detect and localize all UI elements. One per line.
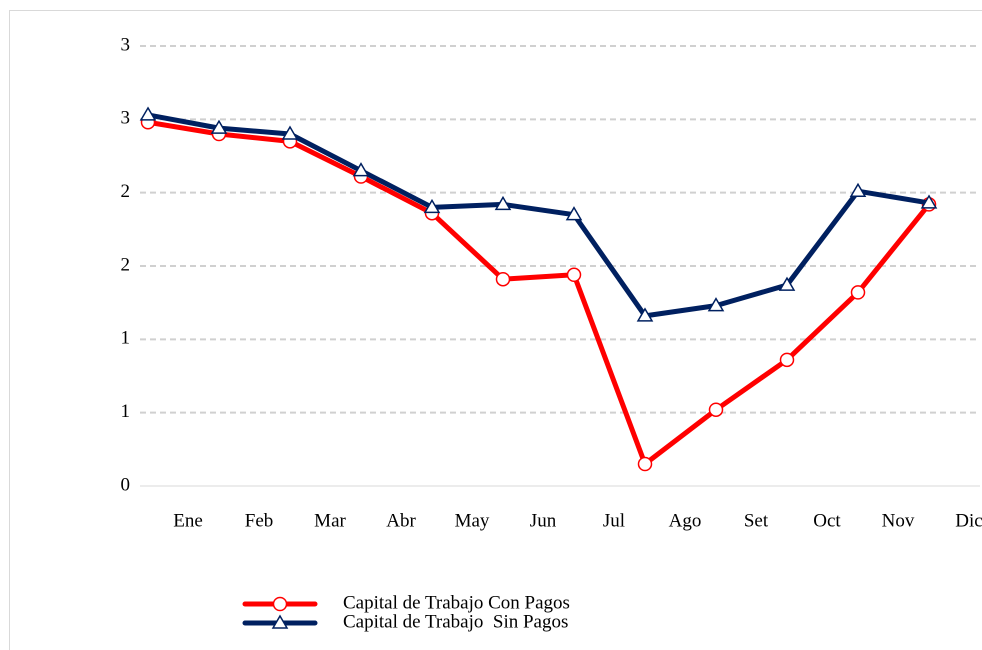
y-tick-label: 2 — [121, 181, 131, 202]
legend-marker — [272, 596, 288, 612]
marker — [850, 285, 866, 300]
marker — [281, 125, 299, 140]
x-tick-label: Abr — [386, 510, 416, 531]
marker — [210, 119, 228, 134]
marker — [352, 162, 370, 177]
marker — [636, 307, 654, 322]
marker — [707, 297, 725, 312]
x-tick-label: Jul — [603, 510, 625, 531]
marker — [920, 194, 938, 209]
series-line — [147, 112, 930, 319]
marker — [565, 206, 583, 221]
marker — [779, 352, 795, 368]
legend-label: Capital de Trabajo Sin Pagos — [343, 611, 568, 632]
y-tick-label: 0 — [121, 474, 131, 495]
y-tick-label: 1 — [121, 401, 131, 422]
marker — [139, 106, 157, 121]
marker — [778, 276, 796, 291]
series-line — [147, 119, 931, 467]
marker — [423, 198, 441, 214]
y-tick-label: 2 — [121, 254, 131, 275]
marker — [494, 195, 512, 211]
y-tick-label: 3 — [121, 34, 131, 55]
marker — [495, 271, 511, 287]
x-tick-label: May — [455, 510, 490, 531]
legend-marker — [271, 614, 289, 629]
x-tick-label: Oct — [813, 510, 841, 531]
x-tick-label: Feb — [245, 510, 274, 531]
x-tick-label: Dic — [955, 510, 982, 531]
x-tick-label: Mar — [314, 510, 346, 531]
marker — [849, 182, 867, 197]
marker — [566, 267, 582, 283]
marker — [637, 456, 653, 472]
y-tick-label: 3 — [121, 108, 131, 129]
chart-frame — [9, 10, 982, 650]
legend-label: Capital de Trabajo Con Pagos — [343, 592, 570, 613]
x-tick-label: Ene — [173, 510, 203, 531]
x-tick-label: Ago — [669, 510, 702, 531]
x-tick-label: Set — [744, 510, 769, 531]
marker — [708, 402, 724, 417]
x-tick-label: Jun — [530, 510, 557, 531]
x-tick-label: Nov — [882, 510, 915, 531]
y-tick-label: 1 — [121, 328, 131, 349]
